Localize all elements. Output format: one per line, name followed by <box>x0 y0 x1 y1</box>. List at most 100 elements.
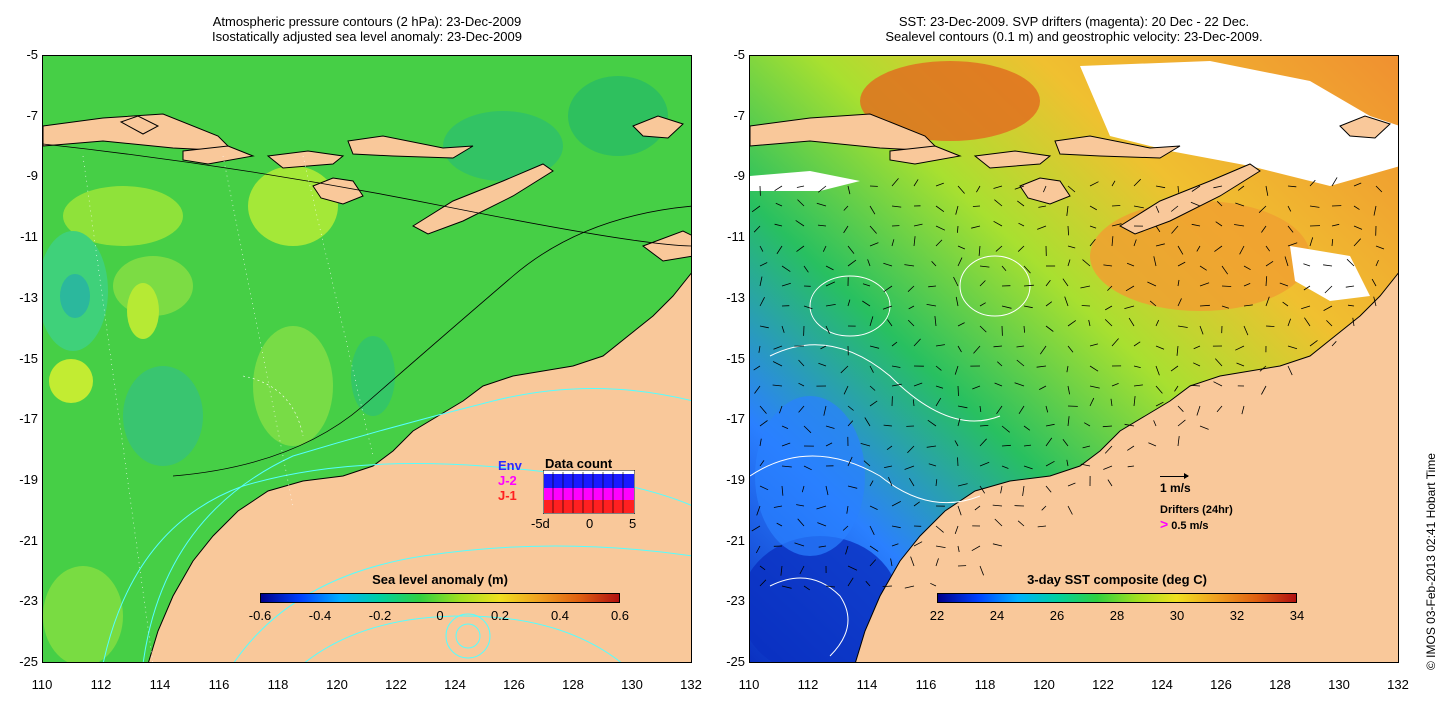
y-tick-label: -13 <box>19 289 38 305</box>
velocity-vector <box>803 425 812 434</box>
velocity-vector <box>935 397 942 407</box>
velocity-vector <box>1221 285 1232 287</box>
colorbar-tick-label: -0.6 <box>248 608 272 623</box>
velocity-vector <box>1045 437 1053 447</box>
colorbar-tick-label: 30 <box>1169 608 1185 623</box>
velocity-vector <box>1104 445 1113 454</box>
velocity-vector <box>1331 239 1334 247</box>
velocity-vector <box>781 585 792 589</box>
velocity-vector <box>799 565 805 575</box>
velocity-vector <box>1045 485 1052 493</box>
velocity-vector <box>774 223 783 227</box>
velocity-vector <box>1303 263 1311 267</box>
velocity-vector <box>759 276 763 287</box>
velocity-vector <box>825 425 835 429</box>
altimeter-track <box>242 375 304 437</box>
pressure-contour <box>304 615 622 662</box>
velocity-vector <box>1287 345 1298 350</box>
velocity-vector <box>1014 185 1025 190</box>
velocity-vector <box>825 485 829 496</box>
velocity-vector <box>1023 305 1033 309</box>
velocity-vector <box>883 285 893 293</box>
velocity-vector <box>904 264 915 267</box>
velocity-vector <box>1133 384 1143 387</box>
velocity-vector <box>1133 396 1136 407</box>
island-sumba <box>1019 177 1071 205</box>
island-sumbawa <box>973 150 1052 169</box>
velocity-vector <box>1371 278 1377 287</box>
velocity-vector <box>1111 236 1114 247</box>
velocity-vector <box>907 319 915 327</box>
y-tick-label: -7 <box>26 107 38 123</box>
velocity-vector <box>1235 202 1245 207</box>
velocity-vector <box>926 304 937 307</box>
velocity-vector <box>869 505 878 510</box>
velocity-vector <box>1023 284 1034 287</box>
velocity-vector <box>816 505 827 510</box>
velocity-vector <box>1155 319 1160 327</box>
copyright-notice: © IMOS 03-Feb-2013 02:41 Hobart Time <box>1424 453 1438 670</box>
velocity-vector <box>1345 285 1355 288</box>
velocity-vector <box>1353 182 1362 187</box>
velocity-vector <box>1089 181 1099 187</box>
velocity-vector <box>1243 283 1251 287</box>
island-lombok <box>889 145 962 165</box>
velocity-vector <box>1237 185 1245 191</box>
velocity-vector <box>1041 505 1047 511</box>
velocity-vector <box>978 245 981 256</box>
velocity-vector <box>1304 317 1311 327</box>
velocity-vector <box>957 385 959 397</box>
velocity-vector <box>954 440 959 447</box>
velocity-vector <box>817 224 827 227</box>
velocity-vector <box>1067 505 1073 515</box>
velocity-vector <box>1001 425 1010 433</box>
island-sumba <box>312 177 364 205</box>
velocity-vector <box>1037 525 1047 528</box>
velocity-vector <box>1170 365 1179 372</box>
velocity-vector <box>1177 405 1184 412</box>
velocity-vector <box>1084 422 1091 427</box>
pressure-contour <box>43 143 691 247</box>
velocity-vector <box>869 385 876 391</box>
velocity-vector <box>797 199 805 207</box>
velocity-vector <box>935 365 942 371</box>
colorbar-tick-label: 26 <box>1049 608 1065 623</box>
velocity-vector <box>1153 420 1157 427</box>
velocity-vector <box>847 259 857 267</box>
velocity-vector <box>888 476 893 487</box>
velocity-vector <box>1221 305 1230 309</box>
velocity-vector <box>1066 459 1069 467</box>
velocity-vector <box>1258 205 1267 213</box>
colorbar-tick-label: 0.6 <box>610 608 630 623</box>
velocity-vector <box>1089 365 1099 372</box>
velocity-vector <box>818 362 827 367</box>
x-tick-label: 120 <box>326 677 348 692</box>
velocity-vector <box>818 545 827 548</box>
velocity-vector <box>1375 185 1383 193</box>
velocity-vector <box>1103 264 1113 267</box>
velocity-vector <box>957 545 960 553</box>
velocity-vector <box>860 443 871 447</box>
velocity-vector <box>886 445 893 451</box>
velocity-vector <box>1102 425 1113 428</box>
velocity-vector <box>1155 243 1165 247</box>
satellite-label-env: Env <box>498 458 522 473</box>
velocity-vector <box>1089 205 1097 211</box>
velocity-vector <box>1287 365 1293 376</box>
velocity-vector <box>1213 381 1223 387</box>
velocity-vector <box>1088 319 1091 327</box>
velocity-vector <box>1352 317 1355 327</box>
velocity-vector <box>1104 319 1113 327</box>
velocity-vector <box>781 485 784 496</box>
velocity-vector <box>869 225 877 234</box>
anomaly-blob <box>43 566 123 662</box>
x-tick-label: 116 <box>915 677 937 692</box>
velocity-vector <box>1199 265 1207 271</box>
velocity-vector <box>1375 259 1379 267</box>
sealevel-contour <box>959 255 1031 317</box>
velocity-vector <box>926 445 937 448</box>
velocity-vector <box>1235 345 1245 351</box>
sst-cool-patch <box>755 396 865 556</box>
velocity-vector <box>1124 305 1135 309</box>
velocity-vector <box>1067 225 1069 236</box>
